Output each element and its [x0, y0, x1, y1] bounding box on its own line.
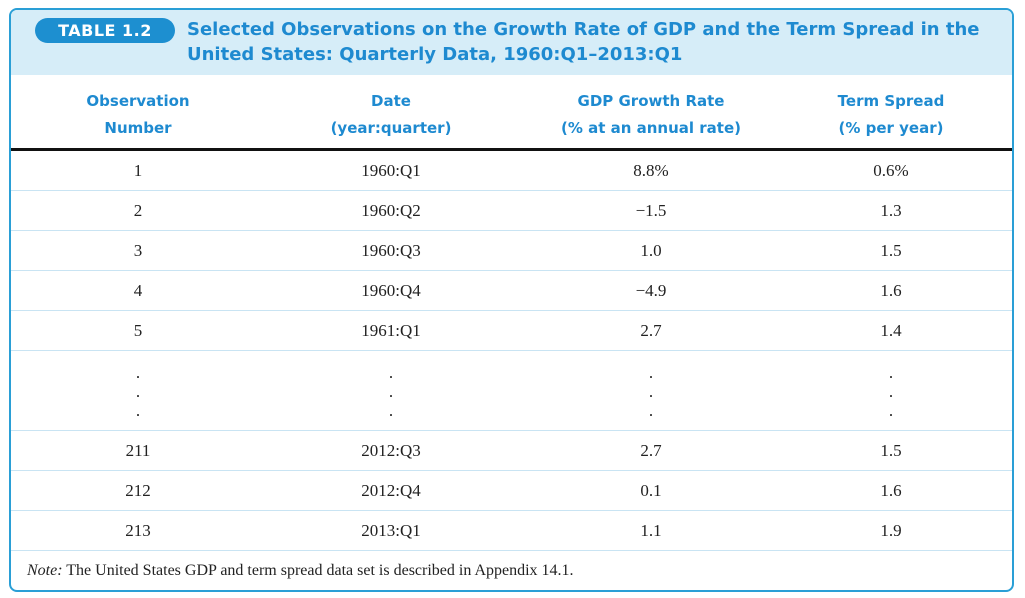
header-rule: [11, 148, 1012, 151]
cell-term-spread: 1.4: [880, 321, 902, 340]
vertical-ellipsis: . . .: [311, 363, 471, 420]
column-header-term-spread: Term Spread (% per year): [801, 88, 981, 142]
column-header-line1: Observation: [86, 92, 190, 110]
table-row: 1 1960:Q1 8.8% 0.6%: [11, 151, 1012, 191]
ellipsis-dot: .: [388, 363, 394, 382]
column-header-line1: Date: [371, 92, 411, 110]
ellipsis-dot: .: [648, 401, 654, 420]
ellipsis-dot: .: [888, 382, 894, 401]
cell-date: 2012:Q3: [361, 441, 421, 460]
table-row: 3 1960:Q3 1.0 1.5: [11, 231, 1012, 271]
cell-gdp-growth: 2.7: [640, 441, 662, 460]
cell-gdp-growth: −4.9: [635, 281, 667, 300]
table-number-badge: TABLE 1.2: [35, 18, 175, 43]
ellipsis-dot: .: [135, 401, 141, 420]
cell-term-spread: 1.9: [880, 521, 902, 540]
table-row: 2 1960:Q2 −1.5 1.3: [11, 191, 1012, 231]
ellipsis-dot: .: [135, 382, 141, 401]
title-bar: TABLE 1.2 Selected Observations on the G…: [11, 10, 1012, 75]
column-header-line1: GDP Growth Rate: [577, 92, 725, 110]
cell-term-spread: 1.6: [880, 481, 902, 500]
cell-term-spread: 1.6: [880, 281, 902, 300]
ellipsis-dot: .: [135, 363, 141, 382]
table-header: Observation Number Date (year:quarter) G…: [11, 88, 1012, 148]
table-body: 1 1960:Q1 8.8% 0.6% 2 1960:Q2 −1.5 1.3 3…: [11, 151, 1012, 551]
column-header-gdp-growth: GDP Growth Rate (% at an annual rate): [531, 88, 771, 142]
cell-term-spread: 0.6%: [873, 161, 909, 180]
note-text: The United States GDP and term spread da…: [62, 562, 574, 579]
cell-date: 1960:Q3: [361, 241, 421, 260]
table-title: Selected Observations on the Growth Rate…: [187, 19, 980, 65]
table-row: 4 1960:Q4 −4.9 1.6: [11, 271, 1012, 311]
ellipsis-dot: .: [388, 382, 394, 401]
ellipsis-dot: .: [648, 382, 654, 401]
table-row: 211 2012:Q3 2.7 1.5: [11, 431, 1012, 471]
ellipsis-dot: .: [888, 363, 894, 382]
cell-term-spread: 1.5: [880, 241, 902, 260]
cell-observation: 2: [133, 201, 143, 220]
cell-date: 1960:Q1: [361, 161, 421, 180]
cell-observation: 4: [133, 281, 143, 300]
table-row: 5 1961:Q1 2.7 1.4: [11, 311, 1012, 351]
column-header-line1: Term Spread: [837, 92, 945, 110]
vertical-ellipsis: . . .: [531, 363, 771, 420]
cell-date: 1960:Q4: [361, 281, 421, 300]
column-header-line2: (year:quarter): [330, 119, 452, 137]
table-row: 212 2012:Q4 0.1 1.6: [11, 471, 1012, 511]
cell-observation: 213: [125, 521, 151, 540]
cell-date: 1960:Q2: [361, 201, 421, 220]
cell-gdp-growth: −1.5: [635, 201, 667, 220]
table-note: Note: The United States GDP and term spr…: [27, 562, 574, 580]
ellipsis-dot: .: [888, 401, 894, 420]
cell-gdp-growth: 1.0: [640, 241, 662, 260]
cell-observation: 212: [125, 481, 151, 500]
cell-observation: 5: [133, 321, 143, 340]
ellipsis-dot: .: [388, 401, 394, 420]
column-header-line2: Number: [104, 119, 172, 137]
cell-term-spread: 1.5: [880, 441, 902, 460]
cell-gdp-growth: 8.8%: [633, 161, 669, 180]
ellipsis-row: . . . . . . . . . . . .: [11, 351, 1012, 431]
cell-gdp-growth: 1.1: [640, 521, 662, 540]
cell-observation: 211: [125, 441, 151, 460]
cell-term-spread: 1.3: [880, 201, 902, 220]
cell-date: 2013:Q1: [361, 521, 421, 540]
column-header-line2: (% at an annual rate): [560, 119, 741, 137]
column-header-line2: (% per year): [838, 119, 944, 137]
vertical-ellipsis: . . .: [801, 363, 981, 420]
cell-gdp-growth: 0.1: [640, 481, 662, 500]
vertical-ellipsis: . . .: [63, 363, 213, 420]
ellipsis-dot: .: [648, 363, 654, 382]
table-row: 213 2013:Q1 1.1 1.9: [11, 511, 1012, 551]
column-header-observation: Observation Number: [63, 88, 213, 142]
cell-date: 2012:Q4: [361, 481, 421, 500]
cell-observation: 1: [133, 161, 143, 180]
cell-gdp-growth: 2.7: [640, 321, 662, 340]
cell-observation: 3: [133, 241, 143, 260]
column-header-date: Date (year:quarter): [311, 88, 471, 142]
note-label: Note:: [27, 562, 63, 579]
table-frame: TABLE 1.2 Selected Observations on the G…: [9, 8, 1014, 592]
cell-date: 1961:Q1: [361, 321, 421, 340]
